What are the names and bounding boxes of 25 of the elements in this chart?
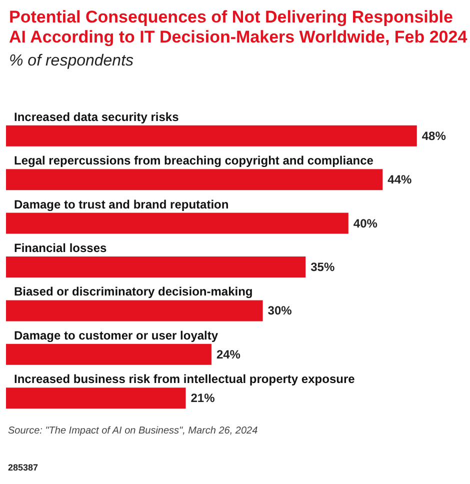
- bar: [6, 212, 348, 234]
- y-tick-label: Biased or discriminatory decision-making: [14, 284, 253, 299]
- bar: [6, 344, 212, 365]
- bar: [6, 169, 383, 190]
- bar: [6, 300, 263, 322]
- bar: [6, 256, 306, 278]
- chart-title: Potential Consequences of Not Delivering Responsible AI According to IT Decision-Makers Worldwide, Feb 2024: [9, 8, 468, 46]
- y-tick-label: Increased business risk from intellectual property exposure: [14, 372, 356, 386]
- bar: [6, 125, 417, 146]
- data-label: 48%: [422, 128, 446, 143]
- data-label: 35%: [310, 260, 335, 274]
- y-tick-label: Financial losses: [14, 241, 108, 255]
- y-tick-label: Damage to customer or user loyalty: [14, 328, 218, 342]
- source-note: Source: "The Impact of AI on Business", March 26, 2024: [8, 426, 258, 436]
- text: 285387: [8, 462, 38, 472]
- chart-subtitle: % of respondents: [9, 52, 134, 70]
- bar: [6, 388, 186, 409]
- y-tick-label: Increased data security risks: [14, 110, 180, 124]
- data-label: 44%: [388, 172, 412, 187]
- data-label: 30%: [268, 304, 292, 318]
- data-label: 21%: [190, 391, 216, 406]
- data-label: 24%: [216, 347, 241, 362]
- y-tick-label: Legal repercussions from breaching copyright and compliance: [14, 154, 374, 168]
- y-tick-label: Damage to trust and brand reputation: [14, 197, 229, 212]
- data-label: 40%: [353, 216, 378, 230]
